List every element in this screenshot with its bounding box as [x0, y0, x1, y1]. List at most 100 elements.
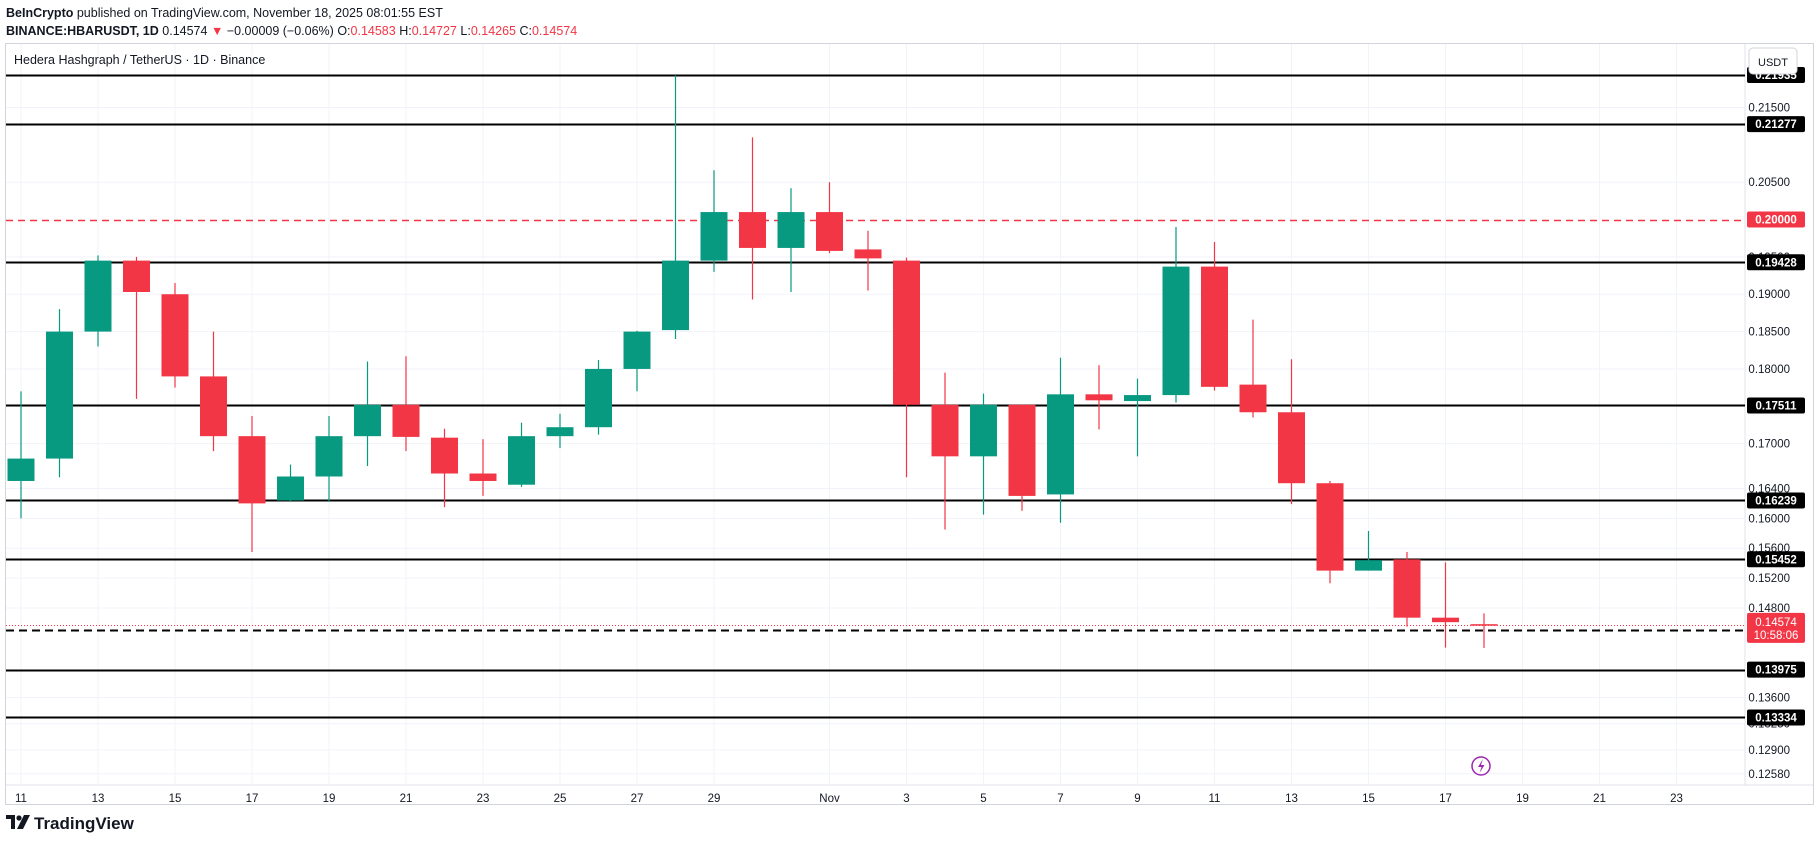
x-tick-label: 15 [169, 793, 182, 805]
candle-body [623, 331, 651, 369]
level-price-tag [1747, 709, 1805, 726]
candle-body [238, 436, 266, 504]
countdown-text: 10:58:06 [1754, 630, 1799, 642]
candle-body [1239, 384, 1267, 413]
candle-body [508, 436, 535, 485]
y-tick-label: 0.18500 [1748, 327, 1790, 339]
high-value: 0.14727 [411, 24, 457, 38]
price-axis: 0.215000.205000.195000.190000.185000.180… [1748, 102, 1790, 780]
x-tick-label: 13 [92, 793, 105, 805]
level-price-tag [1747, 492, 1805, 509]
lightning-icon[interactable] [1471, 756, 1491, 776]
candle-body [315, 436, 343, 477]
candles [7, 75, 1498, 648]
x-tick-label: 3 [903, 793, 909, 805]
level-price-text: 0.15452 [1755, 554, 1797, 566]
candle-body [84, 260, 112, 332]
y-tick-label: 0.21500 [1748, 102, 1790, 114]
horizontal-levels [6, 74, 1745, 719]
candle-body [1201, 266, 1228, 387]
y-tick-label: 0.15200 [1748, 573, 1790, 585]
candle-body [1393, 559, 1421, 618]
candle-body [1124, 395, 1151, 402]
candle-body [893, 260, 920, 405]
author-name[interactable]: BeInCrypto [6, 6, 74, 20]
chart-frame [5, 43, 1814, 805]
candle-body [854, 249, 882, 259]
x-tick-label: Nov [819, 793, 840, 805]
x-tick-label: 9 [1134, 793, 1140, 805]
grid [6, 44, 1745, 785]
open-value: 0.14583 [350, 24, 396, 38]
price-change: −0.00009 (−0.06%) [226, 24, 334, 38]
candle-body [1162, 266, 1190, 396]
x-tick-label: 25 [554, 793, 567, 805]
level-price-tag [1747, 397, 1805, 414]
candle-body [1008, 404, 1036, 496]
x-tick-label: 23 [1670, 793, 1683, 805]
ohlc-line: BINANCE:HBARUSDT, 1D 0.14574 ▼ −0.00009 … [6, 22, 577, 40]
level-price-text: 0.13334 [1755, 712, 1797, 724]
level-price-tag [1747, 551, 1805, 568]
candle-body [662, 260, 689, 331]
chart-header: BeInCrypto published on TradingView.com,… [6, 4, 577, 40]
y-tick-label: 0.16400 [1748, 483, 1790, 495]
high-label: H: [399, 24, 412, 38]
x-tick-label: 19 [1516, 793, 1529, 805]
currency-button[interactable]: USDT [1748, 47, 1798, 75]
candle-body [469, 473, 497, 481]
x-tick-label: 11 [1209, 793, 1221, 805]
time-axis: 11 13 15 17 19 21 23 25 27 29 Nov 3 5 7 9 11 13 15 17 19 21 2… [15, 793, 1683, 805]
level-price-text: 0.17511 [1756, 400, 1798, 412]
candle-body [739, 212, 766, 248]
candle-body [7, 458, 35, 481]
candle-body [546, 427, 574, 437]
level-price-text: 0.21277 [1755, 119, 1797, 131]
current-price-tag [1747, 612, 1805, 643]
low-label: L: [460, 24, 471, 38]
candle-body [200, 376, 227, 437]
x-tick-label: 7 [1057, 793, 1063, 805]
x-tick-label: 15 [1362, 793, 1375, 805]
candle-body [1316, 483, 1344, 571]
x-tick-label: 13 [1285, 793, 1298, 805]
level-price-tag [1747, 211, 1805, 228]
y-tick-label: 0.13600 [1748, 693, 1790, 705]
x-tick-label: 23 [477, 793, 490, 805]
level-price-text: 0.13975 [1755, 665, 1797, 677]
candle-body [931, 404, 959, 457]
publish-info: published on TradingView.com, November 1… [76, 6, 443, 20]
candle-body [46, 331, 73, 459]
down-arrow-icon: ▼ [210, 24, 224, 38]
level-price-labels: 0.219350.212770.200000.194280.175110.162… [1747, 66, 1805, 726]
symbol-label: BINANCE:HBARUSDT, 1D [6, 24, 159, 38]
tv-logo-icon [6, 814, 30, 834]
y-tick-label: 0.12900 [1748, 745, 1790, 757]
x-tick-label: 21 [1593, 793, 1606, 805]
y-tick-label: 0.12580 [1748, 769, 1790, 781]
candle-body [585, 368, 612, 428]
y-tick-label: 0.14800 [1748, 603, 1790, 615]
candle-body [1047, 394, 1074, 495]
x-tick-label: 11 [15, 793, 27, 805]
candle-body [1432, 617, 1459, 623]
level-price-text: 0.16239 [1755, 495, 1797, 507]
candle-body [392, 404, 420, 437]
low-value: 0.14265 [470, 24, 516, 38]
tradingview-logo[interactable]: TradingView [6, 814, 134, 834]
candle-body [354, 404, 381, 437]
candle-body [1085, 394, 1113, 401]
candle-body [123, 260, 150, 292]
open-label: O: [337, 24, 351, 38]
x-tick-label: 29 [708, 793, 721, 805]
y-tick-label: 0.18000 [1748, 364, 1790, 376]
candle-body [1278, 412, 1305, 484]
chart-title: Hedera Hashgraph / TetherUS · 1D · Binan… [14, 53, 265, 67]
candle-body [1470, 624, 1498, 626]
close-label: C: [519, 24, 532, 38]
x-tick-label: 21 [400, 793, 413, 805]
level-price-tag [1747, 661, 1805, 678]
y-tick-label: 0.20500 [1748, 177, 1790, 189]
x-tick-label: 17 [1439, 793, 1452, 805]
